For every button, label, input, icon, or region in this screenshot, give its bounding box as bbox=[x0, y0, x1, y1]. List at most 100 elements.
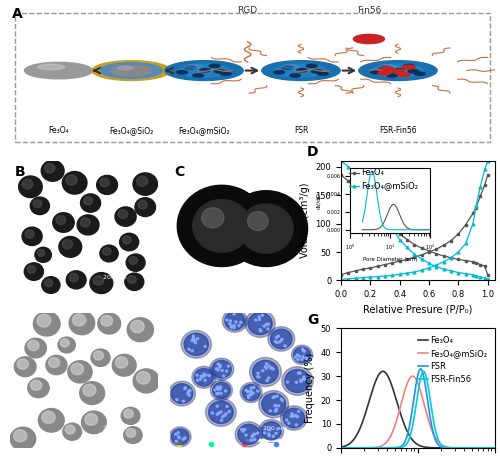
Fe₃O₄ bbox=[428, 445, 434, 451]
Circle shape bbox=[138, 201, 147, 209]
Fe₃O₄ bbox=[455, 445, 461, 451]
Circle shape bbox=[250, 439, 252, 441]
Circle shape bbox=[70, 274, 78, 282]
Circle shape bbox=[66, 175, 77, 185]
Circle shape bbox=[252, 392, 254, 394]
Circle shape bbox=[230, 324, 232, 326]
Circle shape bbox=[240, 321, 242, 324]
Circle shape bbox=[258, 316, 260, 318]
Circle shape bbox=[224, 414, 226, 416]
Circle shape bbox=[191, 350, 194, 352]
Circle shape bbox=[228, 411, 230, 413]
Circle shape bbox=[294, 347, 310, 362]
Circle shape bbox=[220, 386, 222, 388]
Circle shape bbox=[216, 405, 218, 407]
Circle shape bbox=[84, 414, 98, 425]
Circle shape bbox=[282, 66, 293, 69]
Circle shape bbox=[98, 313, 120, 334]
Circle shape bbox=[266, 380, 268, 382]
Circle shape bbox=[278, 405, 280, 407]
Fe₃O₄@mSiO₂ bbox=[338, 445, 344, 451]
Text: Fe₃O₄: Fe₃O₄ bbox=[48, 126, 69, 135]
Circle shape bbox=[229, 323, 231, 325]
Circle shape bbox=[296, 381, 298, 383]
Circle shape bbox=[239, 204, 293, 253]
Circle shape bbox=[38, 409, 64, 432]
Line: Fe₃O₄: Fe₃O₄ bbox=[341, 372, 495, 448]
Circle shape bbox=[178, 436, 180, 438]
Circle shape bbox=[184, 437, 186, 439]
Circle shape bbox=[14, 430, 27, 442]
Circle shape bbox=[256, 390, 259, 392]
Circle shape bbox=[80, 382, 104, 404]
Fe₃O₄@mSiO₂ bbox=[471, 445, 477, 451]
Circle shape bbox=[303, 376, 305, 378]
Fe₃O₄@mSiO₂ bbox=[382, 273, 388, 279]
Circle shape bbox=[262, 370, 264, 372]
Circle shape bbox=[250, 391, 252, 393]
Circle shape bbox=[225, 312, 245, 330]
Circle shape bbox=[66, 271, 86, 289]
Legend: Fe₃O₄, Fe₃O₄@mSiO₂: Fe₃O₄, Fe₃O₄@mSiO₂ bbox=[345, 165, 422, 194]
Fe₃O₄ bbox=[360, 266, 366, 272]
Circle shape bbox=[46, 356, 67, 375]
Circle shape bbox=[192, 367, 216, 388]
FSR bbox=[455, 445, 461, 451]
Circle shape bbox=[122, 236, 131, 244]
Circle shape bbox=[118, 210, 128, 218]
Circle shape bbox=[263, 325, 265, 327]
Circle shape bbox=[275, 410, 277, 412]
Circle shape bbox=[276, 408, 278, 410]
Circle shape bbox=[248, 313, 272, 335]
Circle shape bbox=[276, 395, 278, 397]
Circle shape bbox=[299, 372, 301, 374]
Circle shape bbox=[175, 441, 178, 442]
FSR-Fin56 bbox=[428, 400, 434, 405]
Circle shape bbox=[238, 424, 260, 444]
Circle shape bbox=[378, 71, 390, 75]
Circle shape bbox=[276, 341, 278, 343]
Circle shape bbox=[14, 357, 36, 377]
Circle shape bbox=[280, 406, 307, 430]
Circle shape bbox=[212, 382, 230, 399]
Circle shape bbox=[250, 393, 252, 394]
FSR bbox=[436, 443, 442, 449]
Circle shape bbox=[285, 370, 310, 393]
Circle shape bbox=[121, 407, 140, 425]
Circle shape bbox=[298, 372, 300, 374]
Circle shape bbox=[247, 391, 249, 393]
Circle shape bbox=[304, 355, 306, 357]
Circle shape bbox=[44, 164, 55, 173]
Fe₃O₄@mSiO₂ bbox=[470, 221, 476, 226]
Fe₃O₄ bbox=[338, 272, 344, 277]
Circle shape bbox=[216, 388, 218, 389]
Fe₃O₄ bbox=[346, 270, 352, 275]
Circle shape bbox=[62, 239, 72, 249]
Circle shape bbox=[222, 309, 248, 332]
Circle shape bbox=[404, 64, 414, 68]
Circle shape bbox=[56, 216, 66, 224]
Fe₃O₄@mSiO₂ bbox=[428, 424, 434, 430]
Circle shape bbox=[210, 358, 234, 380]
Ellipse shape bbox=[100, 63, 162, 79]
Fe₃O₄ bbox=[462, 222, 468, 228]
Circle shape bbox=[274, 410, 276, 412]
Ellipse shape bbox=[178, 64, 230, 77]
Circle shape bbox=[133, 369, 160, 393]
Fe₃O₄@mSiO₂ bbox=[456, 249, 462, 255]
Circle shape bbox=[248, 212, 268, 230]
Circle shape bbox=[193, 74, 203, 77]
Fe₃O₄@mSiO₂ bbox=[390, 273, 396, 278]
Circle shape bbox=[274, 71, 284, 74]
Circle shape bbox=[318, 72, 328, 75]
Circle shape bbox=[84, 197, 92, 205]
Circle shape bbox=[41, 160, 64, 181]
Circle shape bbox=[284, 345, 286, 347]
FSR bbox=[432, 435, 438, 441]
Circle shape bbox=[252, 361, 278, 384]
Circle shape bbox=[44, 279, 52, 287]
Circle shape bbox=[248, 395, 250, 397]
Circle shape bbox=[188, 394, 190, 396]
Circle shape bbox=[30, 197, 50, 215]
Fe₃O₄@mSiO₂ bbox=[410, 373, 416, 379]
